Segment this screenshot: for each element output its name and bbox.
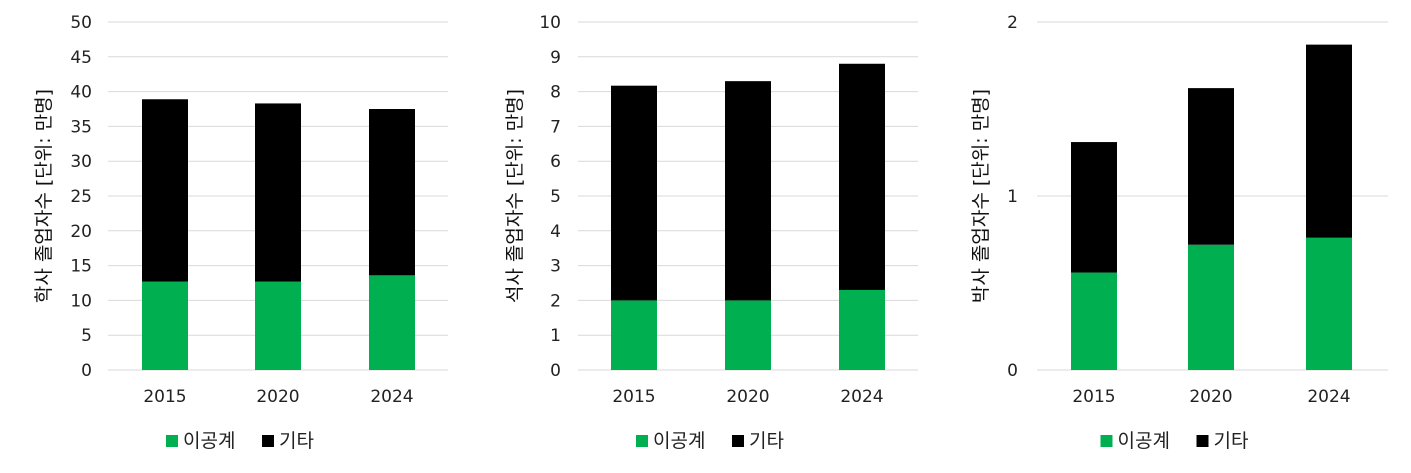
legend: 이공계 기타 <box>166 430 314 452</box>
legend-label: 기타 <box>1214 430 1249 452</box>
legend-label: 기타 <box>279 430 314 452</box>
chart-2: 0 1 2 3 4 5 6 7 8 9 10 2015 2020 2024 석사 졸업자수 [단위: 만명]… <box>504 13 918 452</box>
y-tick-label: 30 <box>70 152 92 172</box>
legend: 이공계 기타 <box>636 430 784 452</box>
y-tick-label: 1 <box>1007 187 1018 207</box>
bar-other-2024 <box>839 63 885 290</box>
y-tick-label: 20 <box>70 222 92 242</box>
x-tick-label: 2020 <box>726 387 769 407</box>
y-tick-label: 2 <box>550 291 561 311</box>
bar-other-2015 <box>1071 142 1117 273</box>
bar-other-2024 <box>1306 44 1352 238</box>
legend-swatch <box>636 435 648 447</box>
y-tick-label: 1 <box>550 326 561 346</box>
y-axis-label: 박사 졸업자수 [단위: 만명] <box>970 89 992 303</box>
bar-other-2024 <box>369 109 415 276</box>
y-tick-label: 5 <box>81 326 92 346</box>
legend-label: 이공계 <box>653 430 705 452</box>
legend-swatch <box>1100 435 1113 447</box>
x-tick-label: 2024 <box>1307 387 1350 407</box>
bar-stem-2015 <box>1071 272 1117 370</box>
y-tick-label: 0 <box>1007 361 1018 381</box>
legend-swatch <box>166 435 178 447</box>
legend-label: 이공계 <box>1118 430 1170 452</box>
bar-other-2020 <box>725 81 771 301</box>
y-axis-label: 석사 졸업자수 [단위: 만명] <box>504 89 526 303</box>
bar-stem-2020 <box>1188 244 1234 370</box>
chart-3: 0 1 2 2015 2020 2024 박사 졸업자수 [단위: 만명] 이공계 기타 <box>970 13 1388 452</box>
bar-stem-2015 <box>611 300 657 370</box>
bar-stem-2024 <box>839 289 885 370</box>
y-axis-label: 학사 졸업자수 [단위: 만명] <box>33 89 55 303</box>
legend-label: 이공계 <box>183 430 235 452</box>
bar-stem-2020 <box>255 281 301 370</box>
bar-other-2015 <box>142 99 188 282</box>
y-tick-label: 2 <box>1007 13 1018 33</box>
x-tick-label: 2015 <box>1072 387 1115 407</box>
bar-stem-2024 <box>1306 237 1352 370</box>
x-tick-label: 2020 <box>1189 387 1232 407</box>
legend-swatch <box>732 435 744 447</box>
y-tick-label: 0 <box>550 361 561 381</box>
bar-other-2020 <box>1188 88 1234 245</box>
y-tick-label: 10 <box>539 13 561 33</box>
chart-1: 0 5 10 15 20 25 30 35 40 45 50 2015 2020 2024 학사 졸업자수 … <box>33 13 448 452</box>
y-tick-label: 0 <box>81 361 92 381</box>
legend-label: 기타 <box>749 430 784 452</box>
y-tick-label: 6 <box>550 152 561 172</box>
y-tick-label: 3 <box>550 257 561 277</box>
bar-other-2015 <box>611 85 657 301</box>
y-tick-label: 15 <box>70 257 92 277</box>
y-tick-label: 4 <box>550 222 561 242</box>
y-tick-label: 7 <box>550 117 561 137</box>
x-tick-label: 2024 <box>370 387 413 407</box>
y-tick-label: 10 <box>70 291 92 311</box>
y-tick-label: 35 <box>70 117 92 137</box>
y-tick-label: 25 <box>70 187 92 207</box>
y-tick-label: 5 <box>550 187 561 207</box>
bar-other-2020 <box>255 103 301 282</box>
x-tick-label: 2020 <box>256 387 299 407</box>
legend-swatch <box>262 435 274 447</box>
bar-stem-2015 <box>142 281 188 370</box>
y-tick-label: 40 <box>70 83 92 103</box>
legend: 이공계 기타 <box>1100 430 1249 452</box>
y-tick-label: 9 <box>550 48 561 68</box>
x-tick-label: 2015 <box>143 387 186 407</box>
y-tick-label: 45 <box>70 48 92 68</box>
legend-swatch <box>1196 435 1209 447</box>
bar-stem-2020 <box>725 300 771 370</box>
x-tick-label: 2024 <box>840 387 883 407</box>
x-tick-label: 2015 <box>612 387 655 407</box>
y-tick-label: 50 <box>70 13 92 33</box>
y-tick-label: 8 <box>550 83 561 103</box>
bar-stem-2024 <box>369 275 415 370</box>
